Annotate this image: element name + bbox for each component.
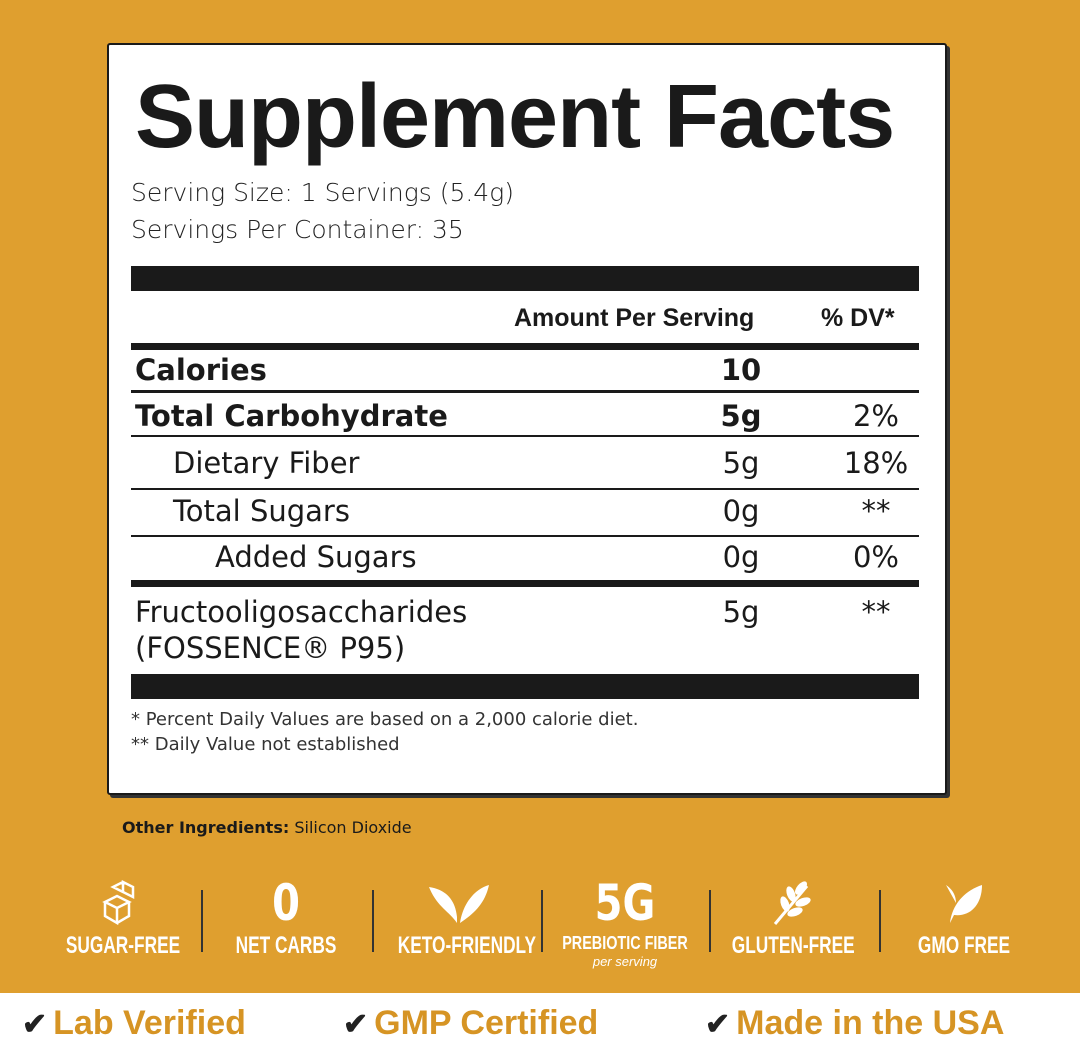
- amount-header: Amount Per Serving: [514, 304, 755, 332]
- divider: [201, 890, 203, 952]
- nutrient-name: Total Carbohydrate: [135, 399, 448, 433]
- feature-net-carbs: 0 NET CARBS: [201, 875, 371, 959]
- check-icon: ✔: [705, 1008, 731, 1041]
- check-icon: ✔: [343, 1008, 369, 1041]
- nutrient-name: Dietary Fiber: [173, 446, 360, 480]
- footnote: * Percent Daily Values are based on a 2,…: [131, 709, 639, 730]
- nutrient-name: Total Sugars: [173, 494, 350, 528]
- other-ingredients-label: Other Ingredients:: [122, 818, 290, 837]
- divider: [131, 580, 919, 587]
- feature-value: 0: [272, 874, 300, 932]
- row-total-sugars: Total Sugars 0g **: [131, 494, 919, 534]
- feature-prebiotic-fiber: 5G PREBIOTIC FIBER per serving: [540, 875, 710, 969]
- nutrient-name: Fructooligosaccharides: [135, 595, 468, 629]
- leaf-sprout-icon: [374, 875, 544, 931]
- nutrient-name-brand: (FOSSENCE® P95): [135, 631, 406, 665]
- feature-label: NET CARBS: [235, 932, 337, 959]
- cert-made-in-usa: ✔ Made in the USA: [705, 1003, 1004, 1045]
- row-added-sugars: Added Sugars 0g 0%: [131, 540, 919, 580]
- row-total-carbohydrate: Total Carbohydrate 5g 2%: [131, 399, 919, 439]
- nutrient-amount: 10: [720, 353, 762, 387]
- other-ingredients: Other Ingredients: Silicon Dioxide: [122, 818, 412, 837]
- divider: [131, 535, 919, 537]
- divider: [372, 890, 374, 952]
- cert-lab-verified: ✔ Lab Verified: [22, 1003, 246, 1045]
- nutrient-dv: 2%: [852, 399, 899, 433]
- nutrient-name: Added Sugars: [215, 540, 417, 574]
- leaf-icon: [879, 875, 1049, 931]
- divider-bar: [131, 266, 919, 291]
- nutrient-amount: 5g: [720, 399, 762, 433]
- check-icon: ✔: [22, 1008, 48, 1041]
- divider: [131, 435, 919, 437]
- cert-label: Lab Verified: [53, 1004, 246, 1042]
- divider: [131, 390, 919, 393]
- certifications-bar: ✔ Lab Verified ✔ GMP Certified ✔ Made in th…: [0, 993, 1080, 1055]
- feature-label: KETO-FRIENDLY: [397, 932, 537, 959]
- divider-bar: [131, 674, 919, 699]
- serving-size: Serving Size: 1 Servings (5.4g): [131, 178, 514, 207]
- row-fos: Fructooligosaccharides (FOSSENCE® P95) 5g *…: [131, 595, 919, 675]
- nutrient-amount: 5g: [722, 446, 760, 480]
- feature-label: GLUTEN-FREE: [731, 932, 855, 959]
- feature-gluten-free: GLUTEN-FREE: [708, 875, 878, 959]
- nutrient-amount: 0g: [722, 494, 760, 528]
- row-dietary-fiber: Dietary Fiber 5g 18%: [131, 446, 919, 486]
- supplement-facts-panel: Supplement Facts Serving Size: 1 Serving…: [107, 43, 947, 795]
- feature-value: 5G: [594, 874, 656, 932]
- servings-per-container: Servings Per Container: 35: [131, 215, 464, 244]
- divider: [709, 890, 711, 952]
- feature-label: PREBIOTIC FIBER: [562, 933, 688, 953]
- divider: [131, 343, 919, 350]
- feature-label: SUGAR-FREE: [65, 932, 181, 959]
- other-ingredients-value: Silicon Dioxide: [289, 818, 412, 837]
- cert-label: Made in the USA: [736, 1004, 1005, 1042]
- cert-label: GMP Certified: [374, 1004, 599, 1042]
- nutrient-dv: 18%: [843, 446, 909, 480]
- divider: [541, 890, 543, 952]
- panel-title: Supplement Facts: [135, 67, 895, 167]
- feature-sublabel: per serving: [592, 954, 658, 969]
- cert-gmp-certified: ✔ GMP Certified: [343, 1003, 598, 1045]
- nutrient-amount: 5g: [722, 595, 760, 629]
- feature-sugar-free: SUGAR-FREE: [38, 875, 208, 959]
- nutrient-amount: 0g: [722, 540, 760, 574]
- nutrient-dv: 0%: [852, 540, 899, 574]
- nutrient-dv: **: [861, 494, 891, 528]
- footnote: ** Daily Value not established: [131, 734, 400, 755]
- feature-label: GMO FREE: [917, 932, 1011, 959]
- feature-keto-friendly: KETO-FRIENDLY: [374, 875, 544, 959]
- divider: [879, 890, 881, 952]
- divider: [131, 488, 919, 490]
- sugar-cubes-icon: [38, 875, 208, 931]
- row-calories: Calories 10: [131, 353, 919, 393]
- dv-header: % DV*: [821, 304, 895, 332]
- feature-gmo-free: GMO FREE: [879, 875, 1049, 959]
- nutrient-dv: **: [861, 595, 891, 629]
- nutrient-name: Calories: [135, 353, 267, 387]
- wheat-icon: [708, 875, 878, 931]
